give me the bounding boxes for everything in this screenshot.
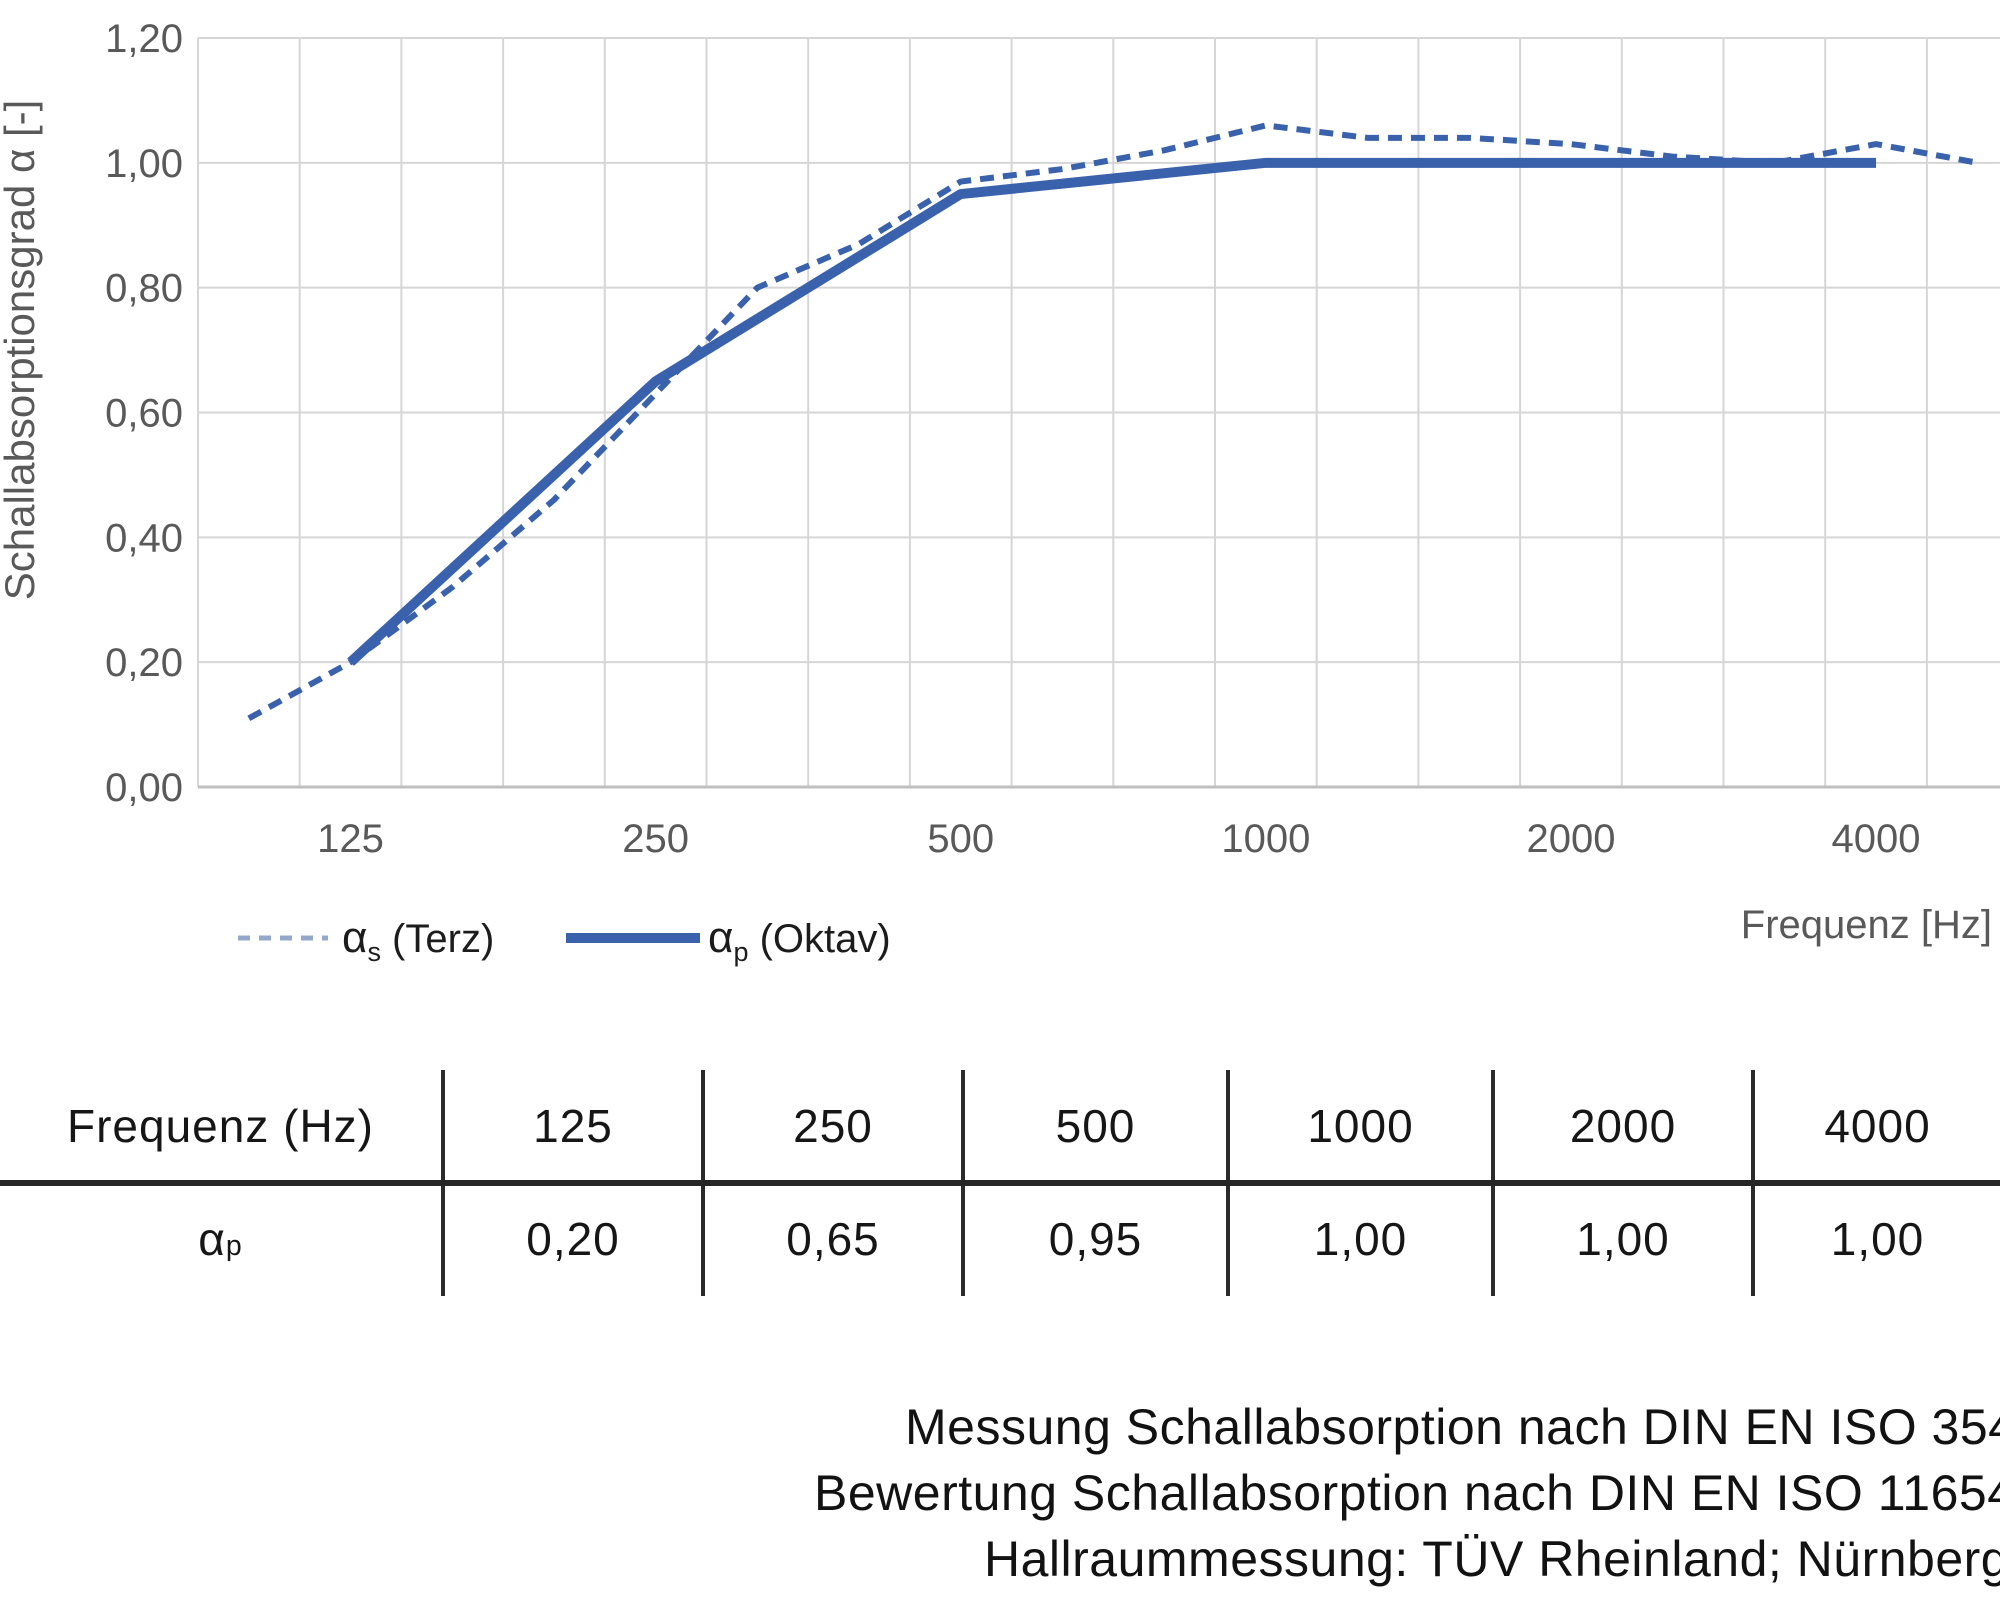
legend-oktav-label: αp (Oktav) bbox=[708, 913, 891, 967]
alpha-subscript-p: p bbox=[225, 1230, 243, 1263]
table-value-125hz: 0,20 bbox=[445, 1182, 705, 1296]
x-axis-title: Frequenz [Hz] bbox=[1741, 903, 1992, 947]
footer-note-lab: Hallraummessung: TÜV Rheinland; Nürnberg bbox=[984, 1531, 2000, 1587]
x-tick-label: 125 bbox=[317, 817, 384, 861]
table-value-500hz: 0,95 bbox=[965, 1182, 1230, 1296]
table-header-2000hz: 2000 bbox=[1495, 1070, 1755, 1182]
x-tick-label: 2000 bbox=[1526, 817, 1615, 861]
footer-note-rating: Bewertung Schallabsorption nach DIN EN I… bbox=[814, 1465, 2000, 1521]
table-header-125hz: 125 bbox=[445, 1070, 705, 1182]
y-tick-label: 0,00 bbox=[105, 766, 183, 810]
x-tick-label: 250 bbox=[622, 817, 689, 861]
table-value-1000hz: 1,00 bbox=[1230, 1182, 1495, 1296]
absorption-line-chart: 1,20 1,00 0,80 0,60 0,40 0,20 0,00 125 250 500 100… bbox=[0, 17, 2000, 967]
table-header-250hz: 250 bbox=[705, 1070, 965, 1182]
table-value-4000hz: 1,00 bbox=[1830, 1213, 1925, 1265]
terz-series-line bbox=[247, 122, 1979, 721]
table-header-frequency: Frequenz (Hz) bbox=[0, 1070, 445, 1182]
table-horizontal-rule bbox=[0, 1180, 2000, 1186]
y-tick-label: 0,60 bbox=[105, 392, 183, 436]
y-tick-label: 0,20 bbox=[105, 641, 183, 685]
legend-terz-label: αs (Terz) bbox=[342, 913, 494, 967]
alpha-symbol: α bbox=[198, 1213, 226, 1265]
y-axis-title: Schallabsorptionsgrad α [-] bbox=[0, 100, 43, 601]
y-tick-label: 0,80 bbox=[105, 267, 183, 311]
table-header-1000hz: 1000 bbox=[1230, 1070, 1495, 1182]
table-value-250hz: 0,65 bbox=[705, 1182, 965, 1296]
table-header-500hz: 500 bbox=[965, 1070, 1230, 1182]
x-tick-label: 4000 bbox=[1832, 817, 1921, 861]
absorption-table: Frequenz (Hz) 125 250 500 1000 2000 4000 α p 0,20… bbox=[0, 1070, 2000, 1296]
x-tick-label: 1000 bbox=[1221, 817, 1310, 861]
y-tick-label: 1,00 bbox=[105, 142, 183, 186]
x-tick-label: 500 bbox=[927, 817, 994, 861]
table-value-2000hz: 1,00 bbox=[1495, 1182, 1755, 1296]
footer-note-measurement: Messung Schallabsorption nach DIN EN ISO… bbox=[905, 1399, 2000, 1455]
oktav-series-line bbox=[347, 157, 1877, 666]
y-tick-label: 1,20 bbox=[105, 17, 183, 61]
y-tick-label: 0,40 bbox=[105, 516, 183, 560]
table-header-4000hz: 4000 bbox=[1824, 1100, 1931, 1152]
